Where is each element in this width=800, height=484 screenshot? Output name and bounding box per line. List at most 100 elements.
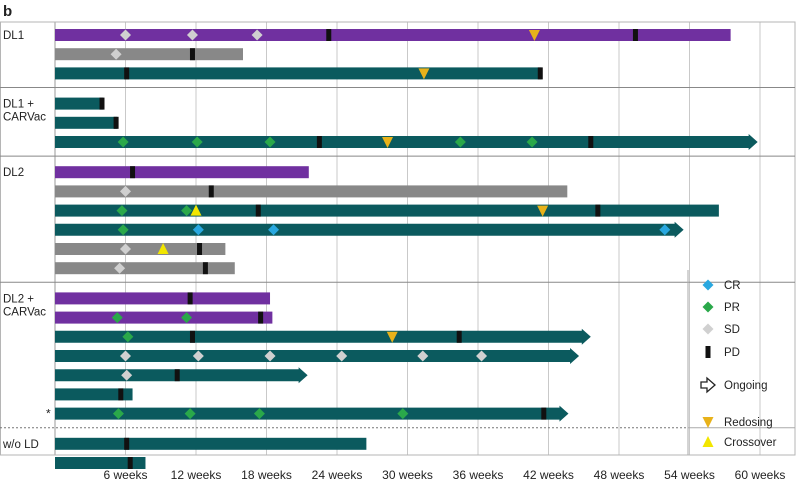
pd-marker: [113, 116, 119, 129]
pd-marker: [456, 330, 462, 343]
pd-marker: [189, 330, 195, 343]
pd-marker: [258, 311, 264, 324]
plot-frame: [0, 21, 796, 456]
legend-label-crossover: Crossover: [724, 437, 777, 449]
sd-marker: [110, 48, 122, 60]
patient-bar-ongoing: [55, 134, 758, 150]
group-label: w/o LD: [2, 439, 39, 451]
pd-marker: [189, 48, 195, 61]
redosing-marker: [382, 137, 394, 148]
patient-bar: [55, 457, 146, 469]
pr-marker: [253, 408, 265, 420]
pr-marker: [117, 136, 129, 148]
sd-marker: [120, 29, 131, 41]
crossover-marker: [190, 204, 202, 216]
response-markers: [99, 29, 671, 469]
pd-marker: [124, 437, 130, 450]
legend: CR PR SD PD Ongoing Redosing Crossover: [687, 270, 777, 455]
redosing-marker: [418, 68, 430, 80]
sd-marker: [114, 262, 126, 274]
crossover-marker: [702, 436, 714, 447]
sd-marker: [192, 350, 204, 362]
pd-marker: [130, 166, 136, 179]
legend-label-pd: PD: [724, 347, 740, 359]
sd-marker: [476, 350, 488, 362]
patient-bar: [55, 48, 243, 61]
pd-marker: [537, 67, 543, 80]
patient-bar: [55, 185, 568, 198]
patient-bar-ongoing: [55, 348, 580, 364]
pr-marker: [117, 224, 129, 236]
group-label: DL1 + CARVac: [3, 99, 46, 124]
group-labels: DL1 DL1 + CARVac DL2 * DL2 + CARVac w/o LD: [2, 30, 51, 451]
pr-marker: [184, 408, 196, 420]
cr-marker: [268, 224, 280, 236]
panel-label: b: [3, 3, 12, 20]
sd-marker: [120, 243, 131, 255]
pd-marker: [588, 136, 594, 148]
pd-marker: [316, 136, 322, 148]
group-separators: [0, 87, 795, 429]
row-annotation: *: [46, 407, 51, 421]
pr-marker: [112, 408, 124, 420]
pd-marker: [197, 243, 203, 255]
pd-marker: [174, 369, 180, 382]
patient-bar: [55, 262, 235, 275]
pd-marker: [705, 346, 711, 358]
pr-marker: [181, 205, 193, 217]
pr-marker: [122, 331, 134, 343]
cr-marker: [659, 224, 671, 236]
pd-marker: [595, 204, 601, 217]
pd-marker: [124, 67, 130, 80]
pd-marker: [255, 204, 261, 217]
redosing-marker: [386, 331, 398, 343]
ongoing-icon: [700, 376, 716, 394]
sd-marker: [264, 350, 276, 362]
pr-marker: [116, 205, 128, 217]
x-tick-label: 48 weeks: [594, 468, 645, 482]
sd-marker: [417, 350, 429, 362]
pr-marker: [397, 408, 409, 420]
x-tick-label: 36 weeks: [453, 468, 504, 482]
sd-marker: [120, 350, 131, 362]
gridlines: [0, 21, 796, 456]
patient-bar: [55, 311, 273, 324]
redosing-marker: [528, 30, 540, 41]
patient-bars: [55, 29, 758, 469]
x-tick-label: 18 weeks: [241, 468, 292, 482]
legend-label-pr: PR: [724, 302, 740, 314]
pd-marker: [541, 407, 547, 420]
pr-marker: [526, 136, 538, 148]
pd-marker: [118, 388, 124, 401]
patient-bar: [55, 97, 104, 110]
pr-marker: [454, 136, 466, 148]
x-axis: 6 weeks 12 weeks 18 weeks 24 weeks 30 weeks 3…: [103, 468, 785, 482]
pr-marker: [264, 136, 276, 148]
pd-marker: [632, 29, 638, 41]
pd-marker: [99, 97, 105, 110]
x-tick-label: 24 weeks: [312, 468, 363, 482]
pr-marker: [181, 312, 193, 324]
sd-marker: [186, 29, 198, 41]
patient-bar-ongoing: [55, 405, 569, 422]
pd-marker: [202, 262, 208, 275]
cr-marker: [192, 224, 204, 236]
patient-bar: [55, 292, 271, 305]
pr-marker: [191, 136, 203, 148]
x-tick-label: 42 weeks: [523, 468, 574, 482]
patient-bar: [55, 29, 731, 41]
patient-bar: [55, 204, 719, 217]
patient-bar-ongoing: [55, 367, 308, 384]
patient-bar: [55, 166, 309, 179]
patient-bar-ongoing: [55, 221, 684, 238]
pd-marker: [127, 457, 133, 469]
x-tick-label: 54 weeks: [664, 468, 715, 482]
group-label: DL1: [3, 30, 24, 42]
x-tick-label: 30 weeks: [382, 468, 433, 482]
patient-bar-ongoing: [55, 328, 591, 345]
x-tick-label: 6 weeks: [103, 468, 147, 482]
sd-marker: [120, 185, 131, 197]
redosing-marker: [537, 205, 549, 217]
pd-marker: [208, 185, 214, 198]
